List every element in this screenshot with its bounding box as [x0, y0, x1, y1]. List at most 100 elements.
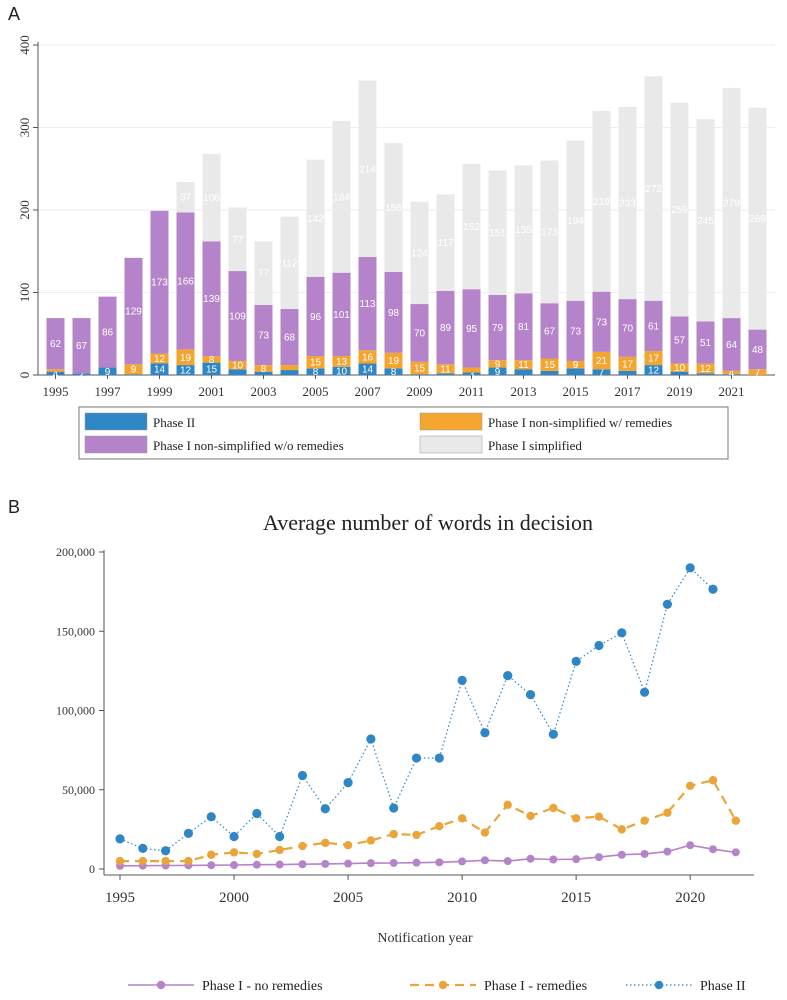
bar-value-label: 214: [359, 164, 376, 175]
data-point: [480, 728, 490, 738]
legend-swatch: [419, 435, 483, 454]
bar-segment: [176, 181, 195, 213]
data-point: [458, 857, 467, 866]
data-point: [525, 690, 536, 700]
bar-segment: [384, 352, 403, 369]
y-tick-label: 200: [17, 200, 32, 220]
data-point: [686, 841, 695, 850]
bar-segment: [592, 291, 611, 352]
bar-segment: [488, 170, 507, 295]
bar-segment: [436, 290, 455, 365]
data-point: [275, 845, 284, 855]
bar-value-label: 8: [209, 355, 215, 366]
bar-segment: [254, 304, 273, 366]
bar-segment: [696, 363, 715, 374]
bar-segment: [280, 370, 299, 375]
bar-segment: [540, 358, 559, 371]
bar-segment: [722, 87, 741, 319]
bar-value-label: 12: [648, 366, 660, 377]
bar-segment: [306, 276, 325, 357]
bar-value-label: 86: [102, 328, 114, 339]
bar-segment: [280, 309, 299, 366]
bar-value-label: 96: [310, 312, 322, 323]
bar-value-label: 12: [700, 364, 712, 375]
bar-value-label: 139: [203, 294, 220, 305]
series-line: [120, 778, 737, 863]
bar-segment: [722, 370, 741, 375]
bar-segment: [748, 107, 767, 330]
bar-value-label: 259: [671, 205, 688, 216]
bar-segment: [280, 216, 299, 309]
bar-value-label: 77: [258, 269, 270, 280]
bar-value-label: 10: [232, 361, 244, 372]
bar-value-label: 233: [619, 198, 636, 209]
data-point: [457, 814, 467, 823]
data-point: [389, 829, 398, 839]
panel-b-x-axis-label: Notification year: [377, 931, 473, 946]
bar-value-label: 73: [258, 330, 270, 341]
bar-segment: [462, 372, 481, 375]
bar-value-label: 14: [154, 365, 166, 376]
y-tick-label: 300: [17, 118, 32, 138]
bar-value-label: 15: [414, 363, 426, 374]
bar-segment: [592, 369, 611, 375]
bar-value-label: 10: [674, 363, 686, 374]
bar-value-label: 68: [284, 333, 296, 344]
data-point: [594, 640, 604, 651]
bar-segment: [202, 356, 221, 363]
bar-value-label: 106: [203, 193, 220, 204]
bar-segment: [46, 371, 65, 375]
bar-value-label: 166: [177, 276, 194, 287]
bar-value-label: 19: [388, 356, 400, 367]
data-point: [480, 828, 490, 837]
bar-segment: [748, 329, 767, 370]
legend-label: Phase II: [700, 979, 746, 994]
bar-value-label: 12: [154, 354, 166, 365]
bar-value-label: 51: [700, 338, 712, 349]
bar-segment: [436, 194, 455, 291]
bar-segment: [644, 351, 663, 366]
bar-value-label: 8: [313, 367, 319, 378]
data-point: [297, 770, 308, 781]
bar-segment: [514, 369, 533, 375]
bar-segment: [254, 371, 273, 375]
bar-segment: [332, 356, 351, 367]
x-tick-label: 1995: [43, 384, 69, 399]
data-point: [549, 803, 558, 813]
y-tick-label: 200,000: [56, 545, 95, 559]
data-point: [412, 830, 421, 840]
bar-segment: [410, 374, 429, 375]
bar-segment: [384, 271, 403, 353]
data-point: [526, 811, 535, 821]
bar-segment: [540, 303, 559, 359]
data-point: [366, 734, 376, 744]
x-tick-label: 2019: [667, 384, 693, 399]
bar-segment: [514, 360, 533, 370]
data-point: [480, 856, 489, 865]
bar-segment: [514, 293, 533, 361]
bar-value-label: 17: [648, 354, 660, 365]
data-point: [321, 838, 330, 848]
bar-value-label: 37: [180, 193, 192, 204]
bar-segment: [98, 296, 117, 368]
legend-marker: [438, 980, 448, 990]
bar-segment: [228, 369, 247, 375]
bar-segment: [332, 272, 351, 357]
bar-value-label: 11: [518, 360, 529, 371]
bar-value-label: 89: [440, 323, 452, 334]
bar-value-label: 73: [596, 317, 608, 328]
bar-value-label: 184: [333, 192, 350, 203]
legend-box: [78, 406, 729, 460]
data-point: [115, 834, 125, 844]
series-line: [119, 566, 714, 852]
data-point: [685, 563, 695, 573]
legend-label: Phase I non-simplified w/o remedies: [153, 438, 344, 453]
bar-value-label: 14: [362, 365, 374, 376]
bar-segment: [150, 353, 169, 364]
x-tick-label: 1995: [105, 890, 135, 906]
bar-segment: [72, 318, 91, 374]
data-point: [275, 860, 284, 869]
bar-segment: [150, 363, 169, 375]
panel-b-legend: Phase I - no remedies Phase I - remedies P…: [128, 979, 746, 994]
bar-segment: [384, 368, 403, 375]
